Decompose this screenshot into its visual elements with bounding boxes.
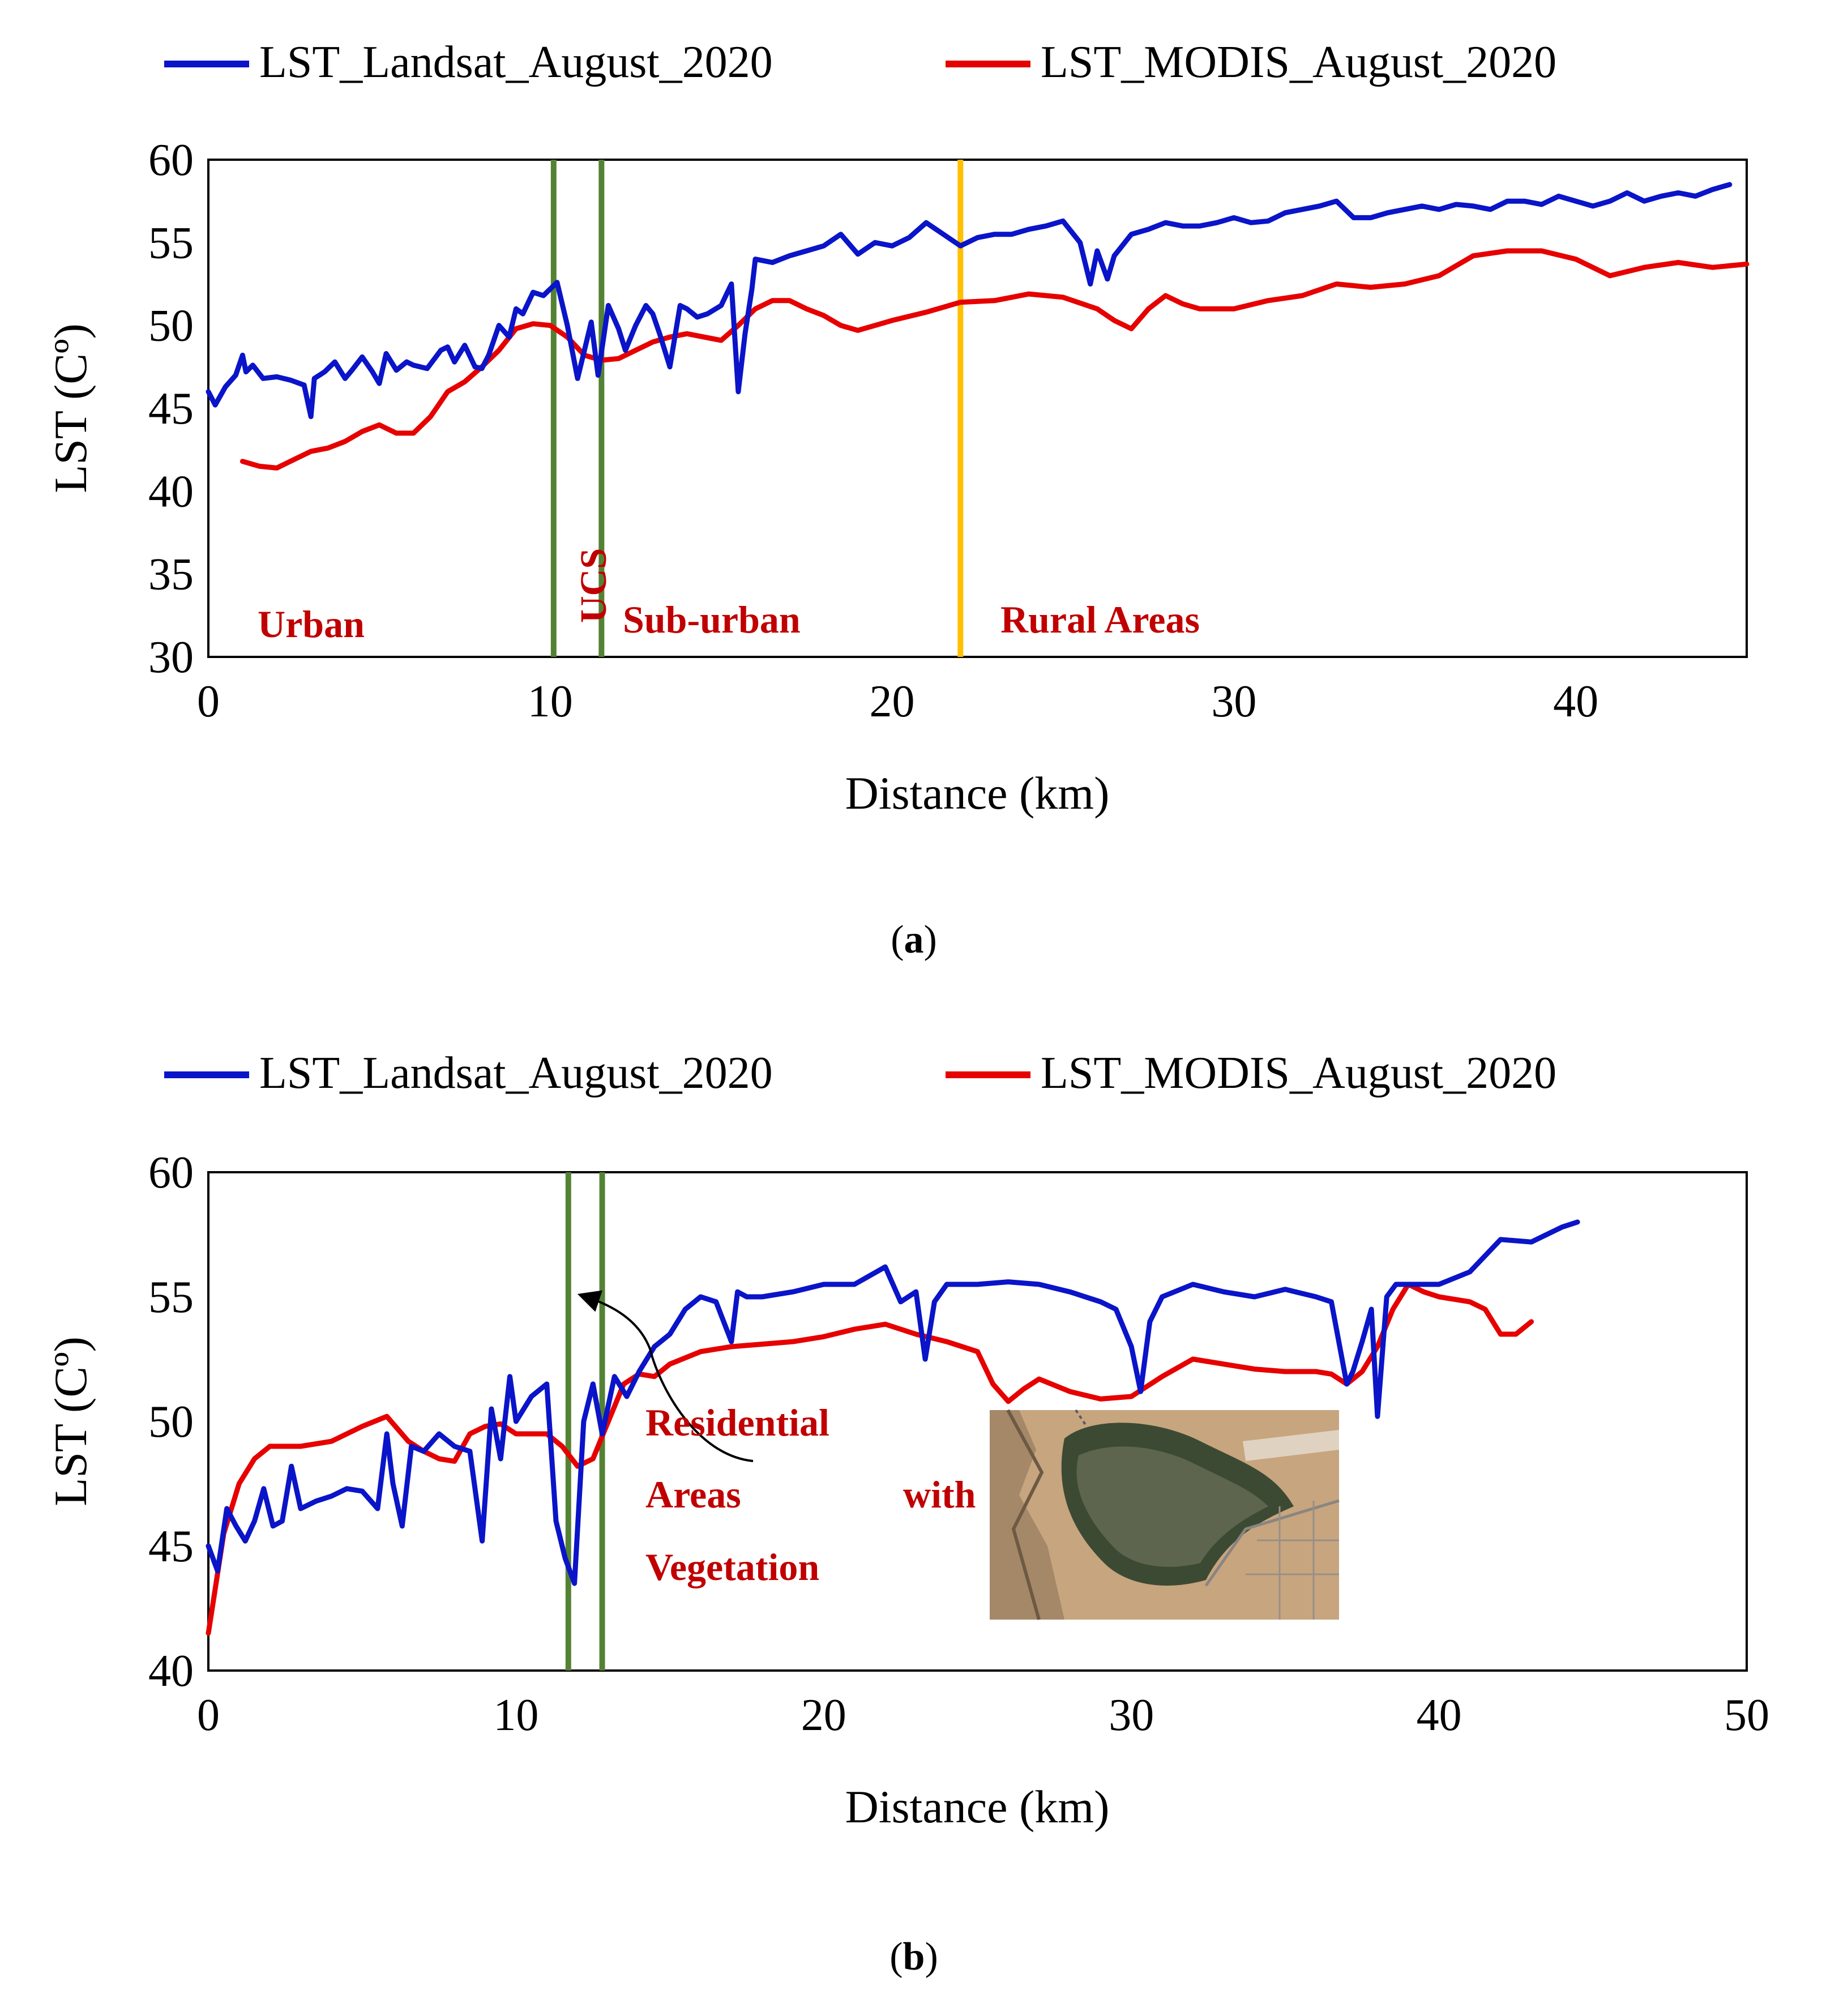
legend-a: LST_Landsat_August_2020 LST_MODIS_August… [164, 37, 1556, 87]
x-tick-label-b-50: 50 [1724, 1690, 1769, 1740]
y-axis-label-b: LST (Cº) [45, 1336, 96, 1506]
annotation-with: with [903, 1473, 976, 1516]
y-tick-label-b-50: 50 [148, 1397, 194, 1447]
series-b [206, 1219, 1580, 1636]
panel-caption-a-letter: a [904, 918, 924, 962]
y-tick-label-b-60: 60 [148, 1148, 194, 1198]
x-tick-label-a-40: 40 [1553, 677, 1598, 727]
plot-frame-a [207, 159, 1748, 658]
legend-modis-label-b: LST_MODIS_August_2020 [1041, 1048, 1556, 1098]
x-tick-label-b-40: 40 [1417, 1690, 1462, 1740]
x-tick-label-b-0: 0 [197, 1690, 220, 1740]
x-tick-label-a-30: 30 [1211, 677, 1256, 727]
y-tick-label-a-45: 45 [148, 384, 194, 434]
x-axis-label-a: Distance (km) [845, 767, 1110, 819]
series-line-landsat-b [206, 1219, 1580, 1586]
x-tick-labels-b: 0 10 20 30 40 50 [197, 1690, 1769, 1740]
x-tick-label-a-20: 20 [870, 677, 915, 727]
y-tick-label-a-50: 50 [148, 301, 194, 351]
y-tick-label-a-60: 60 [148, 135, 194, 185]
y-tick-labels-a: 30 35 40 45 50 55 60 [148, 135, 194, 682]
annotation-urban: Urban [258, 603, 365, 646]
y-tick-label-b-55: 55 [148, 1272, 194, 1322]
x-tick-labels-a: 0 10 20 30 40 [197, 677, 1598, 727]
y-tick-label-b-40: 40 [148, 1646, 194, 1696]
series-line-landsat-a [206, 182, 1733, 420]
panel-caption-a: (a) [891, 918, 937, 962]
legend-modis-label-a: LST_MODIS_August_2020 [1041, 37, 1556, 87]
y-tick-label-a-40: 40 [148, 467, 194, 516]
y-axis-label-a: LST (Cº) [45, 323, 96, 493]
annotation-arrow [577, 1290, 754, 1462]
y-tick-label-b-45: 45 [148, 1522, 194, 1571]
series-a [206, 182, 1750, 471]
legend-b: LST_Landsat_August_2020 LST_MODIS_August… [164, 1048, 1556, 1098]
x-tick-label-b-20: 20 [801, 1690, 846, 1740]
annotation-ucs: UCS [573, 548, 614, 623]
x-tick-label-a-0: 0 [197, 677, 220, 727]
annotation-rural-areas: Rural Areas [1000, 598, 1200, 641]
legend-landsat-label-b: LST_Landsat_August_2020 [259, 1048, 773, 1098]
y-tick-label-a-35: 35 [148, 550, 194, 600]
annotation-vegetation: Vegetation [645, 1545, 819, 1588]
x-tick-label-a-10: 10 [528, 677, 573, 727]
annotation-sub-urban: Sub-urban [623, 598, 801, 641]
y-tick-label-a-30: 30 [148, 633, 194, 682]
panel-a: LST_Landsat_August_2020 LST_MODIS_August… [45, 37, 1750, 962]
annotation-residential: Residential [645, 1401, 829, 1444]
annotation-areas: Areas [645, 1473, 741, 1516]
series-line-modis-a [240, 248, 1750, 471]
x-tick-label-b-30: 30 [1109, 1690, 1154, 1740]
plot-frame-b [207, 1171, 1748, 1672]
legend-landsat-label-a: LST_Landsat_August_2020 [259, 37, 773, 87]
x-axis-label-b: Distance (km) [845, 1781, 1110, 1833]
panel-b: LST_Landsat_August_2020 LST_MODIS_August… [45, 1048, 1769, 1979]
inset-satellite-image [990, 1409, 1340, 1620]
panel-caption-b-letter: b [903, 1935, 925, 1979]
x-tick-label-b-10: 10 [493, 1690, 538, 1740]
boundaries-a [550, 160, 964, 657]
y-tick-labels-b: 40 45 50 55 60 [148, 1148, 194, 1696]
y-tick-label-a-55: 55 [148, 218, 194, 268]
panel-caption-b: (b) [889, 1935, 938, 1979]
